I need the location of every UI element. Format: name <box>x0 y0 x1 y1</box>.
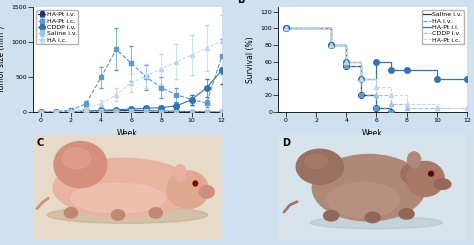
Line: HA-Pt i.c.: HA-Pt i.c. <box>286 28 467 108</box>
HA-Pt i.i. <box>343 61 349 63</box>
X-axis label: Week: Week <box>117 129 138 138</box>
CDDP i.v. <box>343 61 349 63</box>
Ellipse shape <box>365 212 380 223</box>
Line: HA i.v.: HA i.v. <box>286 28 392 112</box>
HA-Pt i.i. <box>389 69 394 72</box>
Y-axis label: Tumor size (mm³): Tumor size (mm³) <box>0 26 6 93</box>
Legend: Saline i.v., HA i.v., HA-Pt i.i., CDDP i.v., HA-Pt i.c.: Saline i.v., HA i.v., HA-Pt i.i., CDDP i… <box>422 11 464 44</box>
Ellipse shape <box>312 155 425 221</box>
HA-Pt i.i. <box>464 77 470 80</box>
HA-Pt i.c. <box>358 77 364 80</box>
HA i.v. <box>374 107 379 110</box>
Ellipse shape <box>408 152 421 168</box>
HA-Pt i.c. <box>374 86 379 88</box>
Ellipse shape <box>53 158 194 217</box>
X-axis label: Week: Week <box>362 129 383 138</box>
HA-Pt i.c. <box>328 44 334 47</box>
CDDP i.v. <box>434 107 439 110</box>
HA-Pt i.i. <box>374 61 379 63</box>
Saline i.v. <box>389 111 394 114</box>
Y-axis label: Survival (%): Survival (%) <box>246 37 255 83</box>
Ellipse shape <box>324 210 338 221</box>
Saline i.v. <box>343 65 349 68</box>
Text: D: D <box>282 138 290 148</box>
HA i.v. <box>283 27 289 30</box>
Saline i.v. <box>358 94 364 97</box>
HA-Pt i.i. <box>358 77 364 80</box>
Ellipse shape <box>63 148 91 169</box>
Ellipse shape <box>174 165 186 181</box>
CDDP i.v. <box>358 77 364 80</box>
Ellipse shape <box>54 142 107 188</box>
Text: C: C <box>37 138 44 148</box>
HA-Pt i.i. <box>434 77 439 80</box>
Ellipse shape <box>167 171 209 209</box>
Ellipse shape <box>64 208 77 218</box>
Line: HA-Pt i.i.: HA-Pt i.i. <box>286 28 467 79</box>
HA i.v. <box>389 111 394 114</box>
Ellipse shape <box>199 185 214 198</box>
CDDP i.v. <box>389 102 394 105</box>
Line: CDDP i.v.: CDDP i.v. <box>286 28 467 108</box>
Saline i.v. <box>283 27 289 30</box>
HA-Pt i.c. <box>434 107 439 110</box>
Ellipse shape <box>111 210 125 220</box>
Line: Saline i.v.: Saline i.v. <box>286 28 392 112</box>
Ellipse shape <box>310 217 442 229</box>
Ellipse shape <box>149 208 163 218</box>
Legend: HA-Pt i.v., HA-Pt i.c., CDDP i.v., Saline i.v., HA i.c.: HA-Pt i.v., HA-Pt i.c., CDDP i.v., Salin… <box>36 11 78 44</box>
CDDP i.v. <box>283 27 289 30</box>
HA-Pt i.i. <box>404 69 410 72</box>
HA i.v. <box>328 44 334 47</box>
Ellipse shape <box>401 163 427 184</box>
CDDP i.v. <box>374 94 379 97</box>
Ellipse shape <box>305 155 328 169</box>
Saline i.v. <box>374 107 379 110</box>
HA-Pt i.c. <box>343 61 349 63</box>
HA-Pt i.i. <box>328 44 334 47</box>
Ellipse shape <box>47 207 208 223</box>
Ellipse shape <box>328 183 399 217</box>
CDDP i.v. <box>464 107 470 110</box>
Ellipse shape <box>399 209 414 219</box>
CDDP i.v. <box>328 44 334 47</box>
CDDP i.v. <box>404 107 410 110</box>
Circle shape <box>428 172 434 176</box>
HA-Pt i.c. <box>404 102 410 105</box>
Saline i.v. <box>328 44 334 47</box>
Ellipse shape <box>434 179 451 189</box>
Ellipse shape <box>407 161 444 196</box>
Ellipse shape <box>296 149 343 184</box>
Circle shape <box>193 181 198 186</box>
HA-Pt i.c. <box>464 107 470 110</box>
HA-Pt i.i. <box>283 27 289 30</box>
HA i.v. <box>358 94 364 97</box>
HA i.v. <box>343 65 349 68</box>
Ellipse shape <box>71 184 165 213</box>
HA-Pt i.c. <box>389 94 394 97</box>
Text: B: B <box>237 0 244 5</box>
HA-Pt i.c. <box>283 27 289 30</box>
